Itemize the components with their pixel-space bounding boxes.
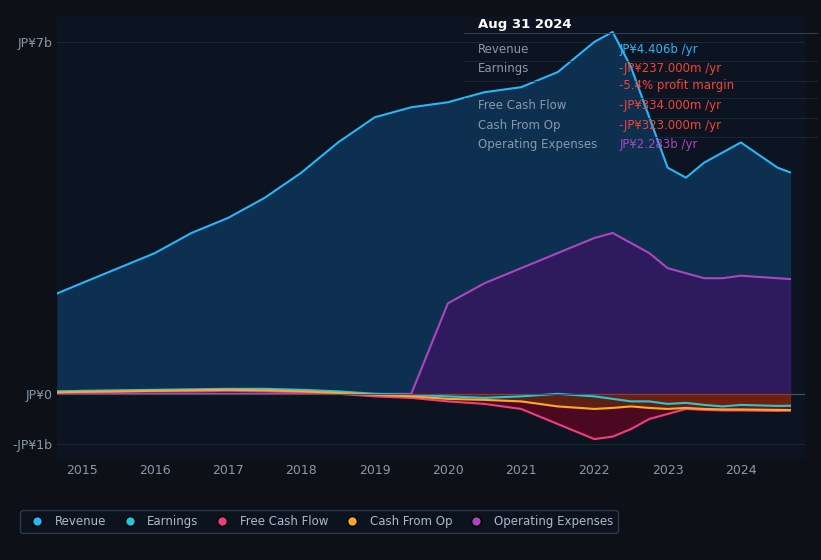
Text: JP¥2.283b /yr: JP¥2.283b /yr — [619, 138, 698, 151]
Text: -5.4% profit margin: -5.4% profit margin — [619, 79, 734, 92]
Text: Free Cash Flow: Free Cash Flow — [478, 99, 566, 112]
Legend: Revenue, Earnings, Free Cash Flow, Cash From Op, Operating Expenses: Revenue, Earnings, Free Cash Flow, Cash … — [21, 511, 617, 533]
Text: JP¥4.406b /yr: JP¥4.406b /yr — [619, 43, 698, 55]
Text: -JP¥334.000m /yr: -JP¥334.000m /yr — [619, 99, 722, 112]
Text: Earnings: Earnings — [478, 62, 530, 76]
Text: Aug 31 2024: Aug 31 2024 — [478, 18, 571, 31]
Text: Revenue: Revenue — [478, 43, 530, 55]
Text: -JP¥237.000m /yr: -JP¥237.000m /yr — [619, 62, 722, 76]
Text: Operating Expenses: Operating Expenses — [478, 138, 597, 151]
Text: -JP¥323.000m /yr: -JP¥323.000m /yr — [619, 119, 722, 132]
Text: Cash From Op: Cash From Op — [478, 119, 561, 132]
